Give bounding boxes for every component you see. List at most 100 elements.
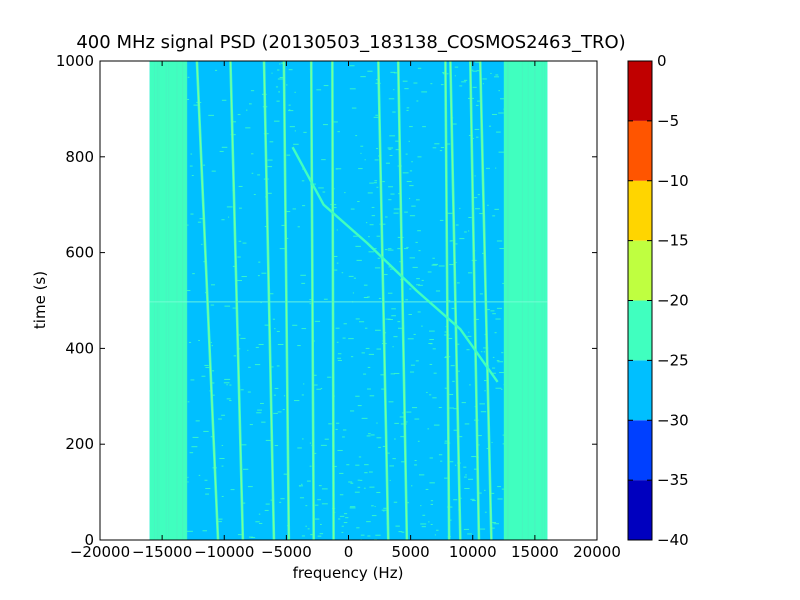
noise-speck [360, 534, 365, 536]
noise-speck [301, 328, 307, 330]
noise-speck [395, 140, 400, 142]
noise-speck [497, 486, 501, 488]
noise-speck [337, 357, 342, 359]
noise-speck [343, 522, 348, 524]
noise-speck [411, 161, 413, 163]
noise-speck [415, 199, 420, 201]
noise-speck [422, 514, 426, 516]
noise-speck [418, 474, 425, 476]
y-axis-label: time (s) [31, 271, 49, 329]
noise-speck [264, 509, 269, 511]
noise-speck [377, 257, 381, 259]
noise-speck [486, 448, 489, 450]
noise-speck [289, 126, 295, 128]
noise-speck [394, 422, 399, 424]
noise-speck [251, 172, 254, 174]
noise-speck [192, 436, 199, 438]
noise-speck [421, 279, 424, 281]
signal-trace-core [397, 61, 408, 540]
noise-speck [394, 372, 400, 374]
noise-speck [452, 380, 455, 382]
noise-speck [218, 418, 222, 420]
noise-speck [483, 489, 486, 491]
noise-speck [339, 494, 344, 496]
noise-speck [406, 411, 412, 413]
noise-speck [201, 375, 206, 377]
noise-speck [472, 70, 478, 72]
noise-speck [339, 515, 345, 517]
noise-speck [187, 76, 190, 78]
noise-speck [261, 421, 266, 423]
signal-trace-core [196, 61, 219, 540]
noise-speck [210, 436, 214, 438]
noise-speck [390, 71, 396, 73]
noise-speck [409, 126, 413, 128]
noise-speck [242, 242, 247, 244]
noise-speck [366, 521, 371, 523]
colorbar-tick-label: −35 [657, 471, 689, 489]
noise-speck [349, 65, 355, 67]
noise-speck [374, 506, 376, 508]
noise-speck [310, 534, 314, 536]
noise-speck [374, 329, 381, 331]
noise-speck [359, 321, 365, 323]
noise-speck [459, 207, 461, 209]
noise-speck [401, 531, 405, 533]
noise-speck [203, 164, 206, 166]
noise-speck [380, 374, 386, 376]
noise-speck [317, 535, 322, 537]
noise-speck [309, 465, 312, 467]
noise-speck [265, 439, 271, 441]
noise-speck [376, 491, 381, 493]
noise-speck [305, 525, 307, 527]
signal-trace-core [449, 61, 461, 540]
noise-speck [301, 394, 304, 396]
noise-speck [364, 472, 368, 474]
noise-speck [432, 263, 439, 265]
noise-speck [324, 438, 329, 440]
noise-speck [446, 143, 451, 145]
noise-speck [320, 444, 327, 446]
noise-speck [376, 348, 381, 350]
noise-speck [221, 444, 224, 446]
noise-speck [276, 100, 280, 102]
noise-speck [360, 76, 366, 78]
noise-speck [389, 268, 393, 270]
noise-speck [302, 205, 306, 207]
noise-speck [444, 387, 448, 389]
noise-speck [405, 299, 409, 301]
noise-speck [484, 390, 486, 392]
noise-speck [226, 398, 231, 400]
noise-speck [314, 518, 320, 520]
noise-speck [339, 472, 344, 474]
noise-speck [341, 525, 344, 527]
noise-speck [434, 534, 437, 536]
noise-speck [364, 159, 366, 161]
noise-speck [427, 271, 432, 273]
noise-speck [254, 364, 261, 366]
signal-trace-core [331, 61, 335, 540]
noise-speck [272, 318, 275, 320]
noise-speck [365, 347, 370, 349]
noise-speck [411, 205, 416, 207]
noise-speck [492, 367, 496, 369]
noise-speck [221, 465, 224, 467]
noise-speck [221, 146, 228, 148]
noise-speck [501, 352, 504, 354]
noise-speck [269, 141, 274, 143]
noise-speck [409, 288, 412, 290]
noise-speck [456, 436, 463, 438]
noise-speck [221, 99, 227, 101]
noise-speck [433, 424, 440, 426]
noise-speck [197, 221, 202, 223]
noise-speck [300, 274, 306, 276]
noise-speck [238, 185, 243, 187]
noise-speck [212, 394, 215, 396]
noise-speck [438, 265, 445, 267]
noise-speck [402, 80, 408, 82]
noise-speck [459, 238, 465, 240]
noise-speck [333, 207, 337, 209]
noise-speck [187, 481, 189, 483]
noise-speck [367, 296, 370, 298]
noise-speck [261, 272, 267, 274]
